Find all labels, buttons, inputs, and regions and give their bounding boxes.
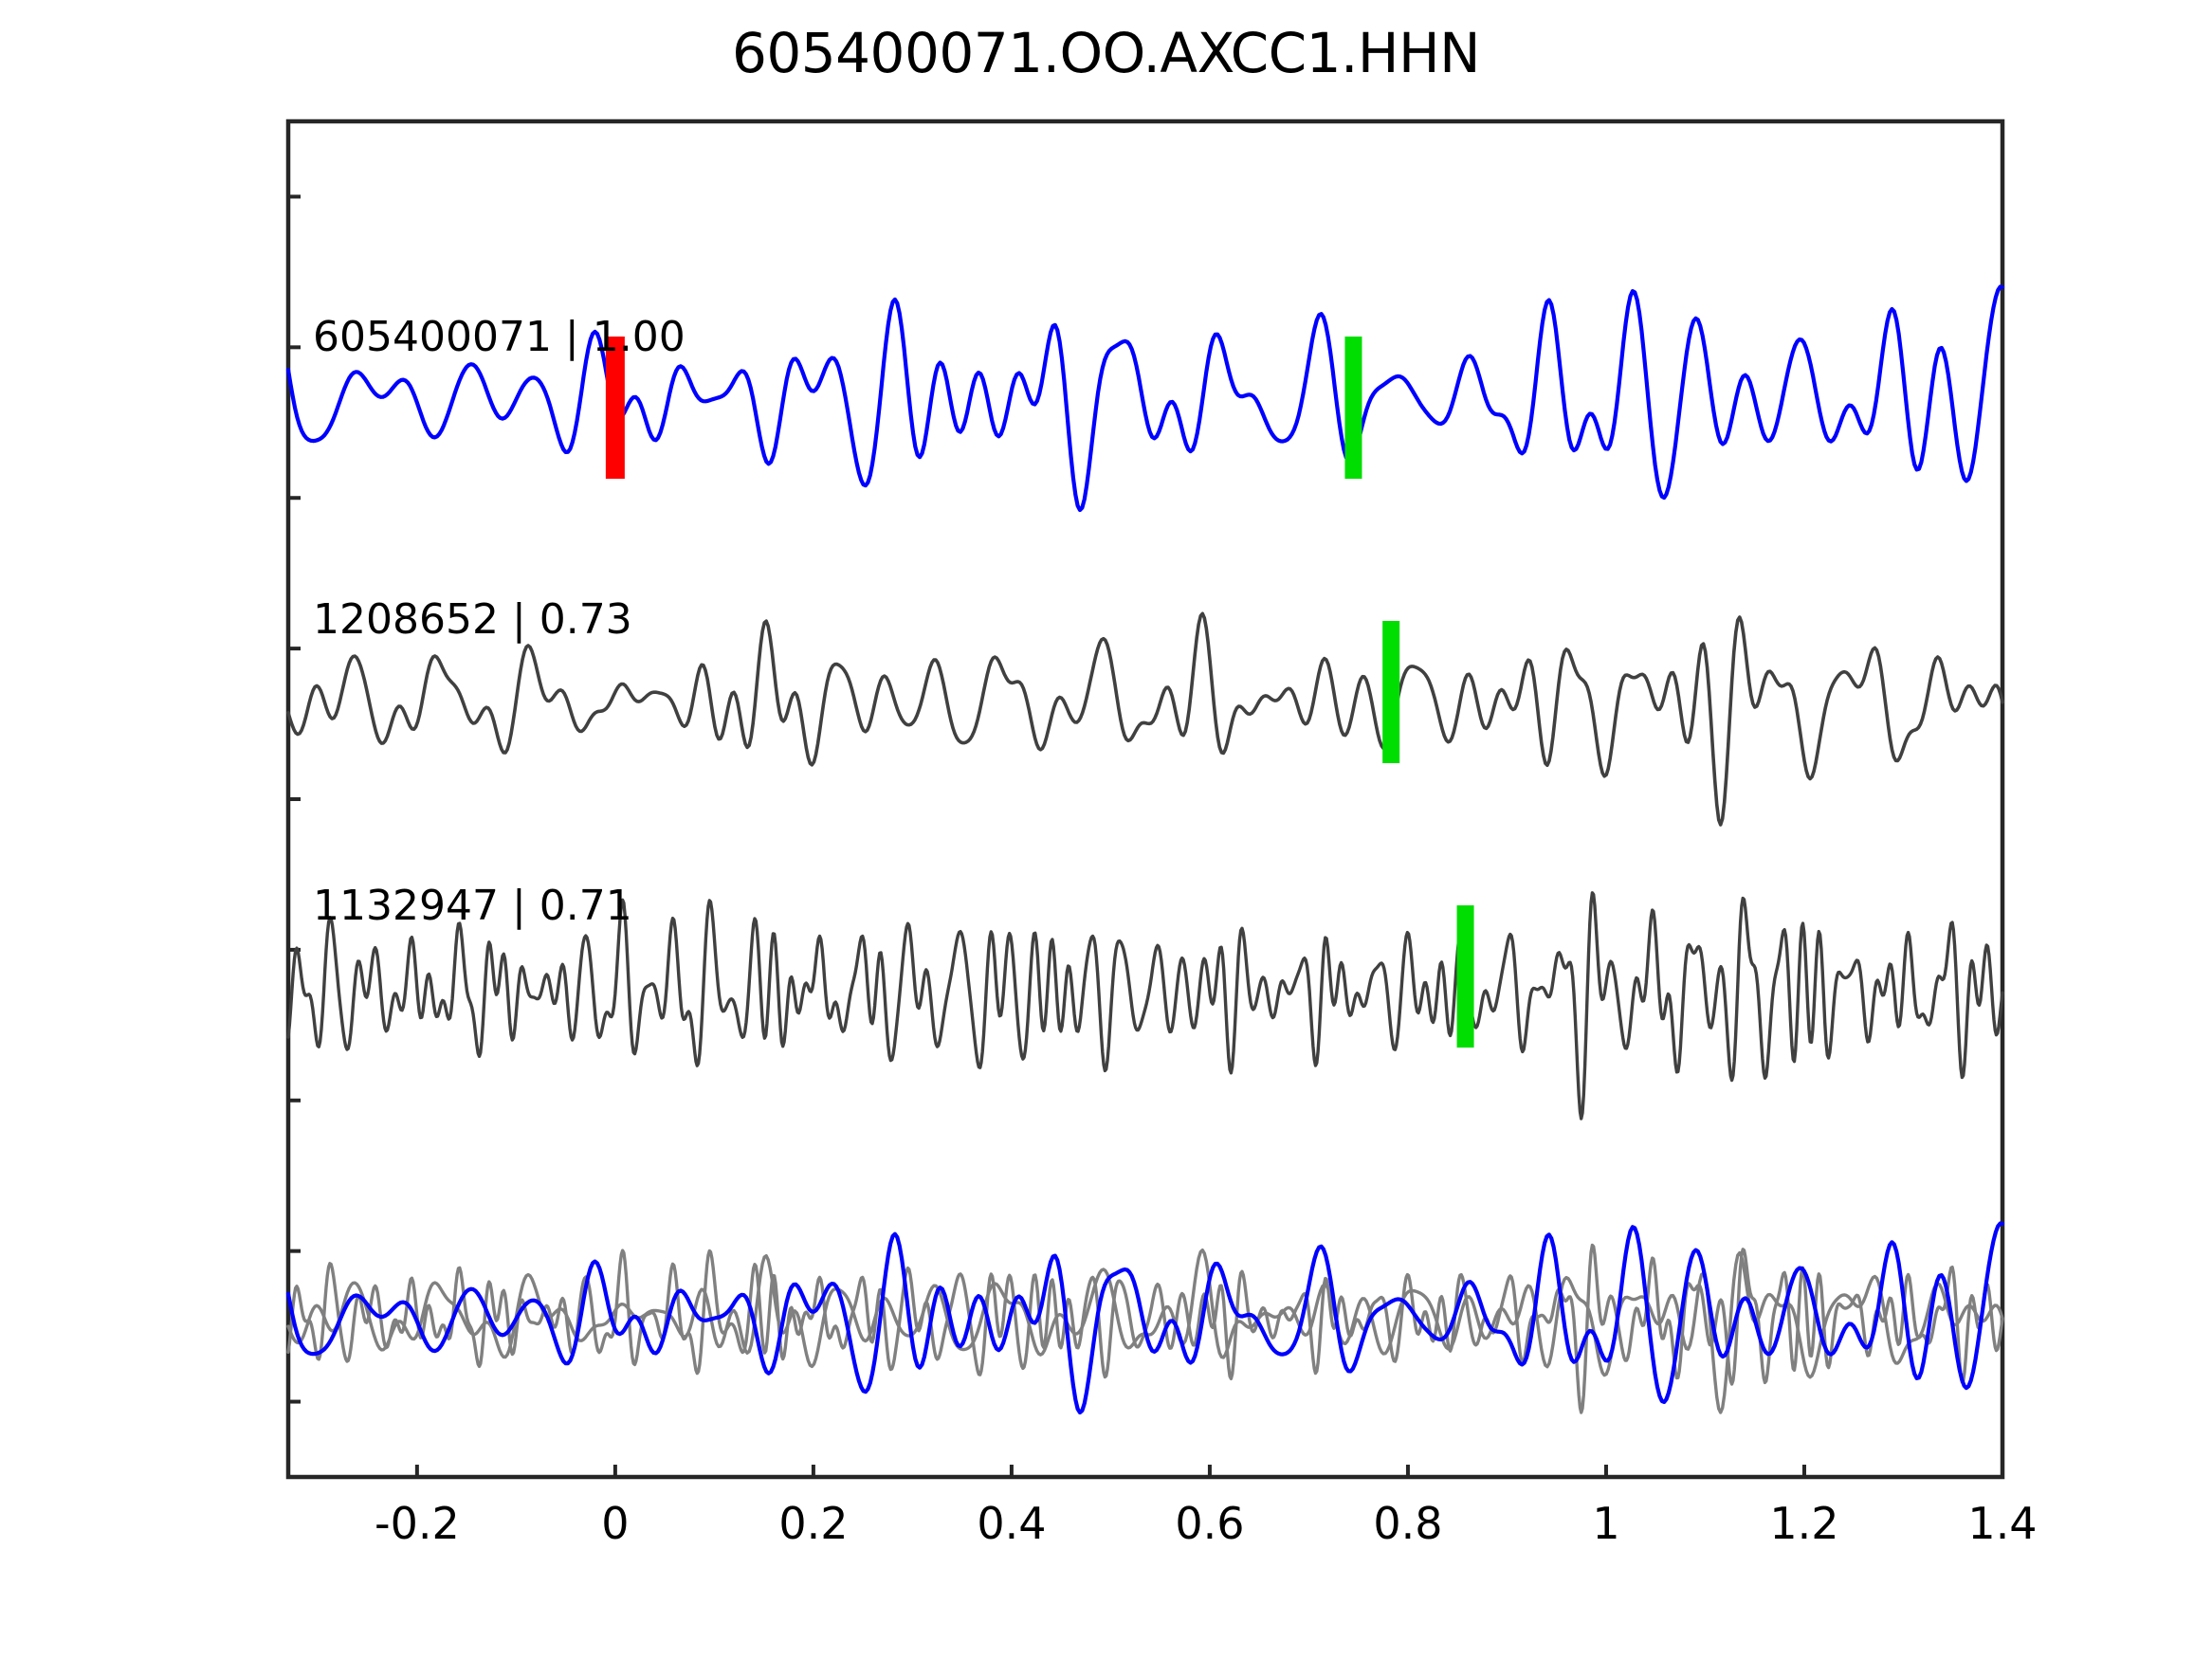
x-tick-label-1: 0 [601,1498,630,1549]
waveform-trace-1 [286,611,2004,827]
overlay-trace-2 [285,1221,2005,1415]
trace-label-0: 605400071 | 1.00 [313,313,686,361]
window-marker-green-1 [1382,621,1400,763]
pick-marker-red [605,337,625,479]
waveform-trace-0 [285,284,2005,513]
window-marker-green-2 [1456,905,1474,1048]
waveform-trace-2 [286,891,2004,1121]
window-marker-green-0 [1344,337,1362,479]
trace-label-2: 1132947 | 0.71 [313,882,632,930]
x-tick-label-4: 0.6 [1175,1498,1245,1549]
x-tick-label-2: 0.2 [778,1498,849,1549]
x-tick-label-6: 1 [1592,1498,1620,1549]
x-tick-label-0: -0.2 [374,1498,460,1549]
x-tick-label-7: 1.2 [1769,1498,1839,1549]
x-tick-label-3: 0.4 [977,1498,1047,1549]
x-tick-label-5: 0.8 [1373,1498,1443,1549]
page-title: 605400071.OO.AXCC1.HHN [731,21,1481,85]
x-tick-label-8: 1.4 [1967,1498,2038,1549]
trace-label-1: 1208652 | 0.73 [313,595,632,644]
